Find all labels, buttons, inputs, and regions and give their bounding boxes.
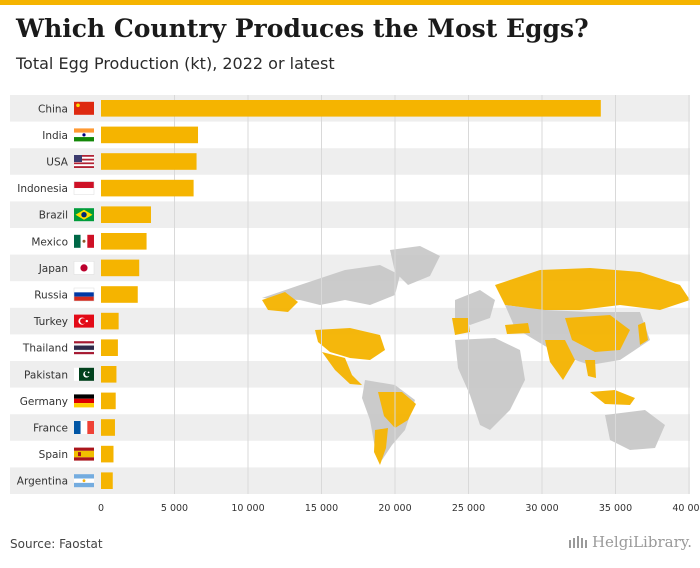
flag-pakistan-icon: [74, 367, 94, 381]
map-alaska: [262, 292, 298, 312]
flag-indonesia-icon: [73, 181, 95, 195]
row-band: [10, 414, 690, 441]
bar-thailand: [101, 339, 118, 356]
bar-russia: [101, 286, 138, 303]
source-note: Source: Faostat: [10, 537, 103, 551]
flag-mexico-icon: [74, 234, 94, 248]
flags: [73, 101, 95, 488]
chart-title: Which Country Produces the Most Eggs?: [16, 14, 589, 43]
flag-spain-icon: [74, 447, 94, 461]
map-brazil: [378, 392, 416, 428]
map-thailand: [585, 360, 596, 378]
bar-usa: [101, 153, 197, 170]
map-spain-france: [452, 318, 470, 335]
category-label: Japan: [38, 263, 68, 275]
map-africa: [455, 338, 525, 430]
map-japan: [638, 322, 648, 345]
bar-france: [101, 419, 115, 436]
x-tick-label: 15 000: [305, 503, 338, 514]
flag-turkey-icon: [74, 314, 94, 328]
category-label: Argentina: [17, 476, 68, 488]
category-label: Pakistan: [24, 369, 68, 381]
brand-name: HelgiLibrary.: [591, 533, 692, 551]
map-turkey: [505, 323, 530, 334]
map-china: [565, 315, 630, 352]
map-argentina: [374, 428, 388, 465]
x-axis: 0 5 000 10 000 15 000 20 000 25 000 30 000 35 0…: [98, 503, 700, 514]
category-label: France: [33, 423, 68, 435]
map-greenland: [390, 246, 440, 285]
flag-india-icon: [74, 128, 94, 142]
bar-brazil: [101, 206, 151, 223]
category-label: USA: [46, 157, 69, 169]
x-tick-label: 10 000: [231, 503, 264, 514]
flag-russia-icon: [73, 287, 95, 302]
bar-japan: [101, 259, 140, 277]
flag-thailand-icon: [74, 341, 94, 355]
map-russia: [495, 268, 690, 310]
top-accent-bar: [0, 0, 700, 5]
bar-turkey: [101, 312, 119, 330]
flag-germany-icon: [74, 394, 94, 408]
category-label: Indonesia: [17, 183, 68, 195]
category-label: Brazil: [39, 210, 68, 222]
chart-subtitle: Total Egg Production (kt), 2022 or lates…: [16, 54, 335, 73]
bar-argentina: [101, 472, 113, 489]
flag-china-icon: [74, 101, 94, 115]
flag-japan-icon: [73, 261, 95, 275]
bar-germany: [101, 392, 116, 410]
x-tick-label: 20 000: [378, 503, 411, 514]
map-usa: [315, 328, 385, 360]
category-label: China: [38, 103, 68, 115]
category-labels: China India USA Indonesia Brazil Mexico Japan R…: [17, 103, 69, 487]
map-indonesia: [590, 390, 635, 405]
bars: [101, 100, 601, 489]
map-india-pakistan: [545, 340, 575, 380]
category-label: Spain: [39, 449, 68, 461]
bar-china: [101, 100, 601, 117]
category-label: Thailand: [22, 343, 68, 355]
bar-pakistan: [101, 366, 117, 383]
map-europe: [455, 290, 495, 325]
bar-india: [101, 126, 199, 144]
world-map-background: [262, 246, 690, 465]
flag-argentina-icon: [74, 474, 94, 488]
bar-indonesia: [101, 179, 194, 197]
x-tick-label: 30 000: [525, 503, 558, 514]
brand-logo: HelgiLibrary.: [568, 533, 692, 551]
category-label: Turkey: [33, 316, 68, 328]
row-bands: [10, 95, 690, 494]
x-tick-label: 5 000: [161, 503, 188, 514]
map-australia: [605, 410, 665, 450]
flag-france-icon: [74, 421, 94, 434]
category-label: India: [42, 130, 68, 142]
x-tick-label: 0: [98, 503, 104, 514]
bar-mexico: [101, 233, 147, 250]
x-tick-label: 25 000: [452, 503, 485, 514]
category-label: Mexico: [31, 236, 68, 248]
x-tick-label: 40 000: [672, 503, 700, 514]
flag-usa-icon: [74, 155, 94, 168]
map-mexico: [322, 352, 362, 385]
library-icon: [568, 536, 587, 548]
map-canada: [262, 265, 400, 305]
category-label: Russia: [34, 290, 68, 302]
flag-brazil-icon: [74, 208, 94, 222]
row-band: [10, 467, 690, 494]
x-tick-label: 35 000: [599, 503, 632, 514]
bar-spain: [101, 445, 114, 463]
category-label: Germany: [20, 396, 68, 408]
